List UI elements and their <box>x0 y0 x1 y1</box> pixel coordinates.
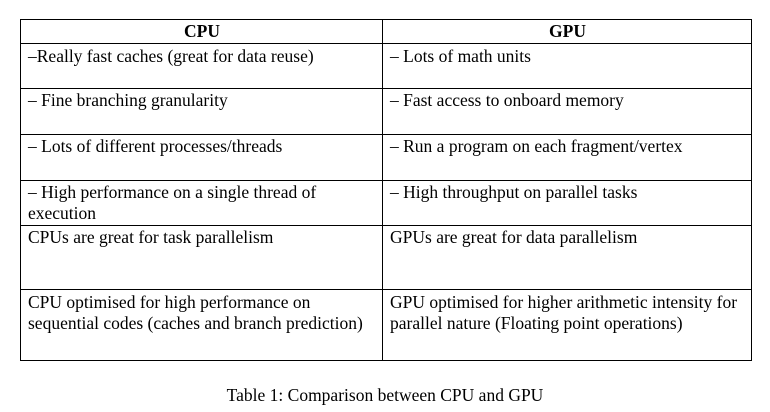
header-gpu: GPU <box>382 19 752 44</box>
table-caption: Table 1: Comparison between CPU and GPU <box>226 385 544 405</box>
cpu-cell: – High performance on a single thread of… <box>20 180 383 226</box>
comparison-table-container: CPU GPU –Really fast caches (great for d… <box>20 19 752 361</box>
table-header-row: CPU GPU <box>20 19 752 44</box>
gpu-cell: GPUs are great for data parallelism <box>382 225 752 290</box>
cpu-cell: –Really fast caches (great for data reus… <box>20 43 383 89</box>
gpu-cell: – High throughput on parallel tasks <box>382 180 752 226</box>
gpu-cell: GPU optimised for higher arithmetic inte… <box>382 289 752 361</box>
table-row: – High performance on a single thread of… <box>20 180 752 226</box>
gpu-cell: – Fast access to onboard memory <box>382 88 752 135</box>
table-row: – Fine branching granularity – Fast acce… <box>20 88 752 135</box>
table-row: –Really fast caches (great for data reus… <box>20 43 752 89</box>
header-cpu: CPU <box>20 19 383 44</box>
cpu-gpu-comparison-table: CPU GPU –Really fast caches (great for d… <box>20 19 752 361</box>
cpu-cell: – Lots of different processes/threads <box>20 134 383 181</box>
gpu-cell: – Run a program on each fragment/vertex <box>382 134 752 181</box>
cpu-cell: – Fine branching granularity <box>20 88 383 135</box>
gpu-cell: – Lots of math units <box>382 43 752 89</box>
table-row: – Lots of different processes/threads – … <box>20 134 752 181</box>
table-row: CPU optimised for high performance on se… <box>20 289 752 361</box>
table-row: CPUs are great for task parallelism GPUs… <box>20 225 752 290</box>
cpu-cell: CPUs are great for task parallelism <box>20 225 383 290</box>
cpu-cell: CPU optimised for high performance on se… <box>20 289 383 361</box>
